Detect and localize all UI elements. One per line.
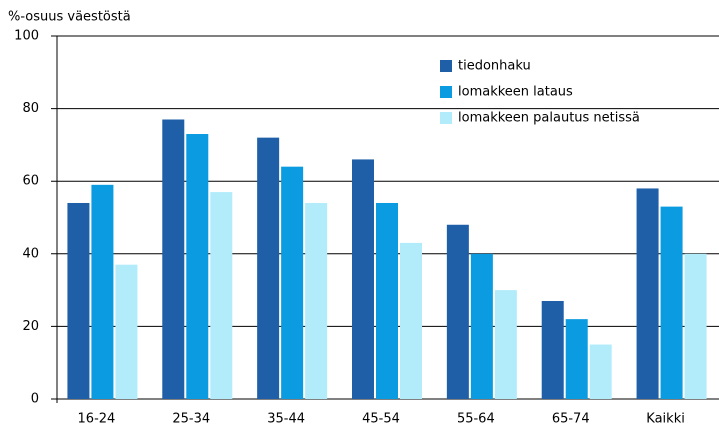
chart-title: %-osuus väestöstä — [8, 10, 131, 25]
y-tick-label: 60 — [22, 174, 39, 189]
legend-label: lomakkeen palautus netissä — [458, 111, 640, 126]
legend-swatch — [440, 86, 452, 98]
y-tick-label: 80 — [22, 101, 39, 116]
x-tick-label: 55-64 — [457, 412, 495, 427]
legend-swatch — [440, 60, 452, 72]
bar — [376, 202, 398, 399]
bar — [446, 224, 469, 399]
bar — [589, 344, 612, 399]
x-tick-label: 45-54 — [362, 412, 400, 427]
bar — [400, 242, 422, 399]
bar — [684, 253, 707, 399]
bar — [660, 206, 683, 399]
bar — [470, 253, 493, 399]
bar — [210, 192, 233, 399]
y-tick-label: 0 — [31, 392, 39, 407]
bar — [352, 159, 374, 399]
legend-label: tiedonhaku — [458, 59, 531, 74]
legend-label: lomakkeen lataus — [458, 85, 573, 100]
x-tick-label: 16-24 — [78, 412, 116, 427]
bar — [541, 300, 564, 399]
x-tick-label: 65-74 — [552, 412, 590, 427]
bar — [67, 202, 90, 399]
x-tick-label: 25-34 — [172, 412, 210, 427]
x-tick-label: Kaikki — [646, 412, 685, 427]
bar — [565, 319, 588, 399]
y-tick-label: 40 — [22, 246, 39, 261]
bar — [162, 119, 185, 400]
bar — [186, 134, 209, 399]
y-tick-label: 20 — [22, 319, 39, 334]
legend-swatch — [440, 112, 452, 124]
bar — [305, 202, 328, 399]
bar — [494, 290, 517, 399]
bar — [91, 184, 114, 399]
bar — [115, 264, 138, 399]
bar — [636, 188, 659, 399]
y-tick-label: 100 — [14, 29, 39, 44]
bar — [257, 137, 280, 399]
x-tick-label: 35-44 — [267, 412, 305, 427]
bar — [281, 166, 304, 399]
